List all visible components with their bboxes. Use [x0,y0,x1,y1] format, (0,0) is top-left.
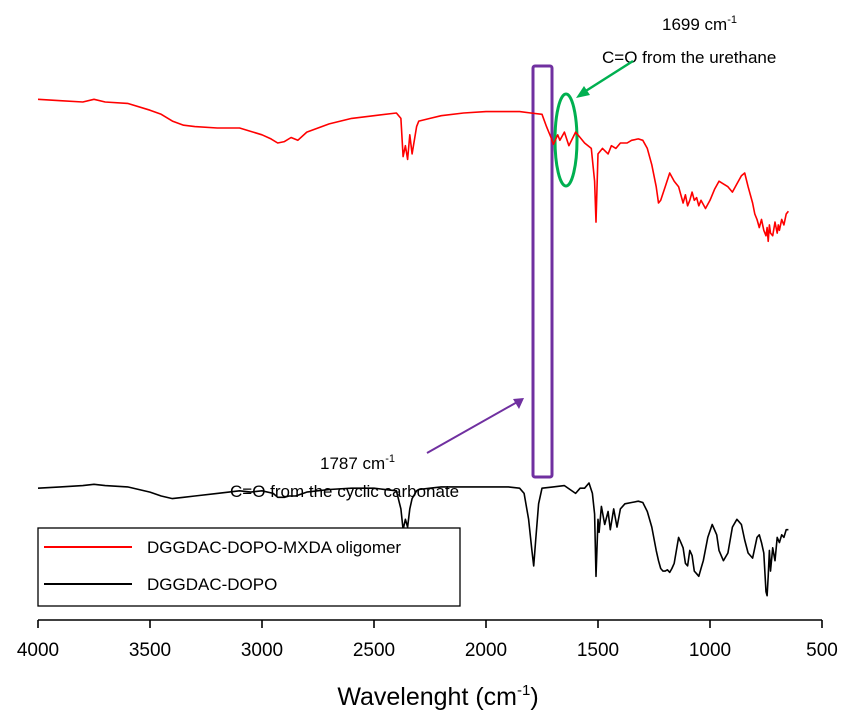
legend: DGGDAC-DOPO-MXDA oligomer DGGDAC-DOPO [37,527,461,607]
x-tick-label-2000: 2000 [465,640,507,661]
urethane-highlight-ellipse [553,92,579,188]
x-tick-label-3000: 3000 [241,640,283,661]
carbonate-arrow-head [513,398,524,409]
carbonate-annotation: 1787 cm-1 C=O from the cyclic carbonate [230,398,524,501]
urethane-arrow-shaft [580,59,634,96]
urethane-description-label: C=O from the urethane [602,48,776,67]
x-axis: 4000 3500 3000 2500 2000 1500 1000 500 [17,619,838,661]
x-tick-label-500: 500 [806,640,838,661]
series-layer [37,98,790,597]
series-line-dggdac-dopo-mxda-oligomer [37,98,790,243]
highlight-layer [531,64,579,479]
x-tick-label-1000: 1000 [689,640,731,661]
x-axis-title: Wavelenght (cm-1) [337,682,538,711]
carbonate-description-label: C=O from the cyclic carbonate [230,482,459,501]
x-tick-label-1500: 1500 [577,640,619,661]
urethane-arrow-head [576,86,590,98]
x-tick-label-2500: 2500 [353,640,395,661]
urethane-annotation: 1699 cm-1 C=O from the urethane [576,14,776,98]
legend-label-oligomer: DGGDAC-DOPO-MXDA oligomer [147,538,401,557]
series-line-dggdac-dopo [37,482,789,597]
x-tick-label-4000: 4000 [17,640,59,661]
legend-label-dopo: DGGDAC-DOPO [147,575,277,594]
carbonate-wavenumber-label: 1787 cm-1 [320,453,395,473]
carbonate-highlight-box [531,64,554,479]
legend-box [37,527,461,607]
x-tick-label-3500: 3500 [129,640,171,661]
urethane-wavenumber-label: 1699 cm-1 [662,14,737,34]
carbonate-arrow-shaft [426,400,520,454]
